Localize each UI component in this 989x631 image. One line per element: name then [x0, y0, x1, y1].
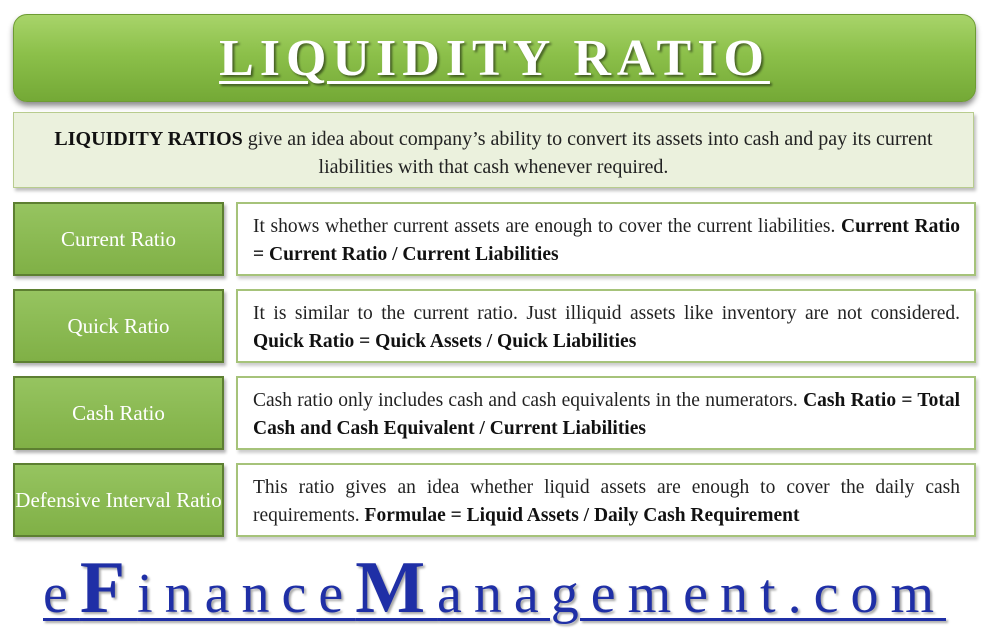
ratio-desc-current: It shows whether current assets are enou…	[236, 202, 976, 276]
ratio-desc-text: It shows whether current assets are enou…	[253, 216, 841, 237]
ratio-label-quick: Quick Ratio	[13, 289, 224, 363]
ratio-desc-quick: It is similar to the current ratio. Just…	[236, 289, 976, 363]
ratio-desc-text: Cash ratio only includes cash and cash e…	[253, 390, 804, 411]
ratio-formula: Cash Ratio = Total Cash and Cash Equival…	[253, 390, 960, 439]
ratio-label-text: Cash Ratio	[72, 401, 165, 425]
ratio-desc-text: This ratio gives an idea whether liquid …	[253, 477, 960, 526]
watermark-part: F	[79, 547, 138, 629]
page-title: LIQUIDITY RATIO	[219, 29, 770, 87]
ratio-label-current: Current Ratio	[13, 202, 224, 276]
ratio-desc-defensive: This ratio gives an idea whether liquid …	[236, 463, 976, 537]
ratio-desc-text: It is similar to the current ratio. Just…	[253, 303, 960, 324]
watermark-part: M	[355, 547, 438, 629]
intro-text: give an idea about company’s ability to …	[242, 128, 933, 178]
ratio-label-text: Defensive Interval Ratio	[15, 488, 222, 512]
ratio-label-defensive: Defensive Interval Ratio	[13, 463, 224, 537]
ratio-label-text: Quick Ratio	[67, 314, 170, 338]
ratio-formula: Formulae = Liquid Assets / Daily Cash Re…	[364, 505, 800, 526]
intro-bold: LIQUIDITY RATIOS	[54, 128, 243, 150]
watermark-part: anagement.com	[437, 563, 946, 625]
watermark-part: e	[43, 563, 80, 625]
ratio-label-cash: Cash Ratio	[13, 376, 224, 450]
watermark-text: eFinanceManagement.com	[43, 547, 946, 629]
ratio-formula: Quick Ratio = Quick Assets / Quick Liabi…	[253, 331, 637, 352]
ratio-desc-cash: Cash ratio only includes cash and cash e…	[236, 376, 976, 450]
ratio-label-text: Current Ratio	[61, 227, 176, 251]
intro-box: LIQUIDITY RATIOS give an idea about comp…	[13, 112, 974, 188]
watermark-link[interactable]: eFinanceManagement.com	[0, 546, 989, 629]
ratio-formula: Current Ratio = Current Ratio / Current …	[253, 216, 960, 265]
title-banner: LIQUIDITY RATIO	[13, 14, 976, 102]
watermark-part: inance	[137, 563, 356, 625]
